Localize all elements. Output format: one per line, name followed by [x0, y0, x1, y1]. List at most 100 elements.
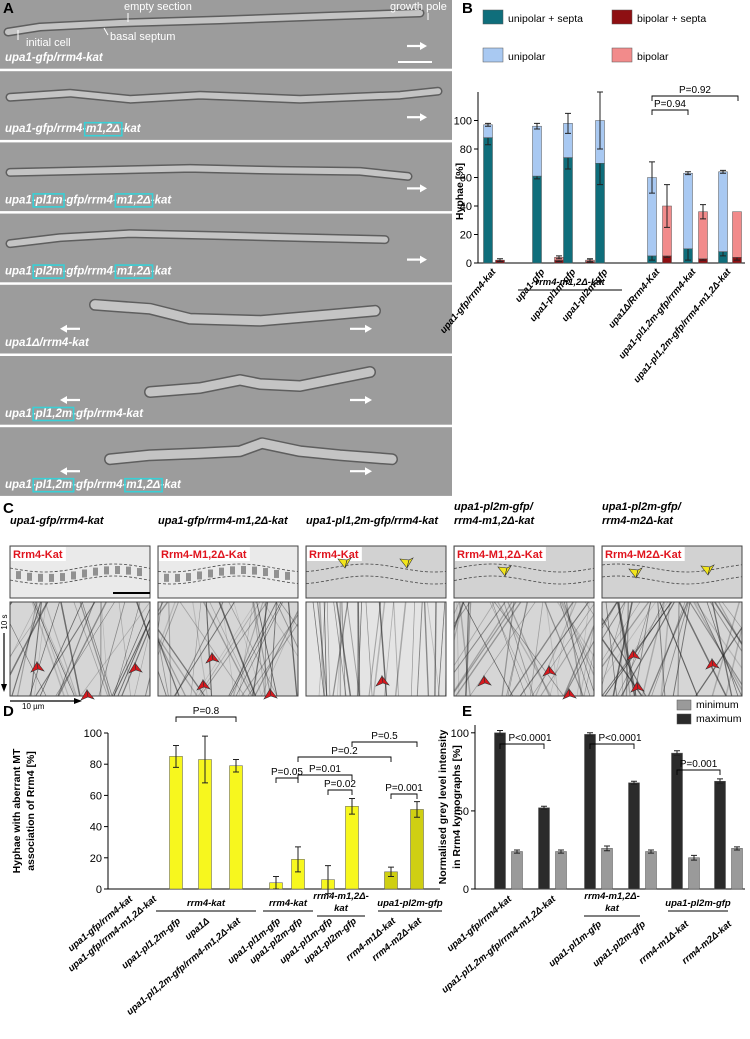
p-value: P<0.0001: [508, 733, 552, 744]
label-part: pl1m: [35, 194, 63, 206]
y-tick-label: 0: [96, 884, 102, 896]
track: [465, 602, 470, 696]
error-bar: [514, 849, 520, 854]
label-part: -gfp/rrm4-: [72, 479, 126, 491]
track: [454, 602, 496, 667]
y-tick-label: 80: [90, 759, 102, 771]
arrowhead: [711, 657, 720, 669]
track: [651, 602, 686, 696]
track: [29, 602, 60, 696]
y-tick-label: 20: [460, 230, 472, 242]
bar: [601, 848, 613, 890]
error-bar: [664, 184, 670, 228]
bar: [645, 851, 657, 890]
p-value: P=0.05: [271, 767, 303, 778]
track: [158, 628, 206, 696]
group-label: rrm4-kat: [269, 898, 308, 909]
bar: [683, 172, 693, 250]
track: [694, 602, 742, 670]
bar: [532, 175, 542, 264]
error-bar: [295, 846, 301, 873]
label-part: m1,2Δ: [126, 479, 160, 491]
kymograph-tracks: [158, 602, 298, 696]
arrow-head: [420, 42, 427, 50]
track: [269, 602, 277, 696]
track: [10, 602, 49, 658]
track: [312, 602, 325, 696]
track: [60, 602, 81, 696]
track: [113, 602, 141, 696]
arrow-head: [365, 467, 372, 476]
bar: [538, 807, 550, 890]
track: [741, 694, 742, 696]
track: [252, 602, 269, 696]
track: [254, 609, 298, 696]
track: [438, 602, 446, 696]
error-bar: [233, 759, 239, 773]
track: [501, 602, 515, 696]
label-part: -gfp/rrm4-: [63, 194, 117, 206]
y-tick-label: 60: [90, 790, 102, 802]
track: [168, 602, 172, 696]
kymograph-tracks: [454, 602, 594, 696]
kymograph-frame: [601, 601, 743, 697]
label-part: pl1,2m: [35, 479, 72, 491]
group-label: kat: [605, 903, 620, 914]
error-bar: [497, 258, 503, 263]
y-axis-label: Hyphae with aberrant MT: [11, 748, 23, 873]
strain-label: upa1-pl1,2m-gfp/rrm4-kat: [5, 408, 144, 420]
bar: [563, 157, 573, 264]
track: [121, 625, 150, 696]
label-part: m1,2Δ: [117, 266, 151, 278]
signal-spot: [93, 567, 98, 576]
track: [602, 637, 643, 696]
track: [454, 602, 471, 625]
y-tick-label: 80: [460, 144, 472, 156]
mutation-box: [124, 477, 163, 493]
error-bar: [674, 750, 680, 756]
mutation-box: [114, 264, 154, 279]
bar: [229, 765, 243, 890]
y-tick-label: 60: [460, 173, 472, 185]
p-value: P=0.02: [324, 779, 356, 790]
track: [434, 602, 437, 696]
label-part: upa1-: [5, 266, 36, 278]
hypha-body: [90, 300, 380, 326]
error-bar: [565, 112, 571, 134]
track: [232, 602, 264, 696]
track: [158, 637, 180, 696]
track: [241, 613, 298, 696]
signal-spot: [71, 571, 76, 580]
protein-label: Rrm4-Kat: [13, 549, 63, 561]
arrow-head: [1, 684, 7, 692]
track: [287, 602, 298, 696]
track: [605, 602, 618, 696]
significance-bracket: [651, 109, 689, 115]
strain-label: upa1Δ/rrm4-kat: [5, 337, 90, 349]
track: [252, 602, 266, 696]
bar: [483, 137, 493, 264]
arrowhead: [36, 660, 45, 672]
track: [721, 602, 742, 630]
mutation-box: [32, 406, 75, 422]
y-tick-label: 40: [460, 201, 472, 213]
hypha-outline: [453, 575, 595, 585]
error-bar: [414, 801, 420, 818]
strain-label: upa1-gfp/rrm4-m1,2Δ-kat: [5, 123, 142, 135]
arrowhead: [202, 678, 211, 690]
arrowhead: [86, 688, 95, 700]
hypha-body: [7, 88, 441, 103]
track: [34, 602, 77, 696]
arrowhead: [269, 687, 278, 699]
signal-spot: [230, 566, 235, 575]
track: [519, 602, 590, 696]
track: [647, 602, 689, 696]
track: [113, 618, 150, 696]
arrowhead: [568, 687, 577, 699]
significance-bracket: [297, 774, 353, 780]
legend-swatch: [676, 699, 692, 711]
track: [602, 602, 618, 627]
track: [261, 612, 298, 696]
panel-letter: B: [462, 0, 473, 17]
track: [660, 602, 671, 696]
